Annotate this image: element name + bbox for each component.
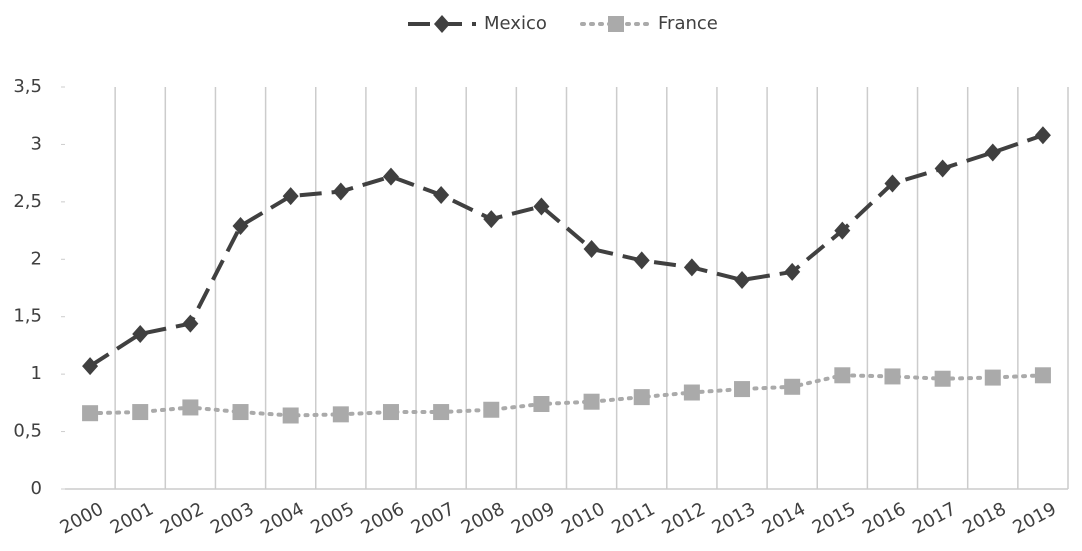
point bbox=[433, 185, 450, 204]
point bbox=[182, 399, 199, 416]
x-tick-label: 2001 bbox=[107, 499, 157, 539]
point bbox=[132, 404, 149, 421]
x-tick-label: 2003 bbox=[207, 499, 257, 539]
point bbox=[834, 367, 851, 384]
x-tick-label: 2018 bbox=[959, 499, 1009, 539]
point bbox=[683, 258, 700, 277]
point bbox=[633, 389, 650, 406]
point bbox=[633, 251, 650, 270]
x-tick-label: 2016 bbox=[859, 499, 909, 539]
legend-marker bbox=[434, 15, 450, 33]
y-tick-label: 3,5 bbox=[13, 76, 42, 97]
point bbox=[382, 404, 399, 421]
point bbox=[1034, 126, 1051, 145]
x-tick-label: 2013 bbox=[709, 499, 759, 539]
y-tick-label: 0,5 bbox=[13, 421, 42, 442]
y-tick-label: 3 bbox=[31, 133, 42, 154]
point bbox=[533, 396, 550, 413]
legend-label: Mexico bbox=[484, 13, 547, 34]
x-tick-label: 2007 bbox=[408, 499, 458, 539]
y-tick-label: 2,5 bbox=[13, 191, 42, 212]
point bbox=[82, 357, 99, 376]
x-tick-label: 2004 bbox=[257, 499, 307, 539]
point bbox=[232, 404, 249, 421]
legend-marker bbox=[608, 16, 624, 32]
point bbox=[734, 381, 751, 398]
series-line bbox=[88, 373, 1045, 418]
y-tick-label: 1 bbox=[31, 363, 42, 384]
point bbox=[834, 221, 851, 240]
point bbox=[784, 378, 801, 395]
point bbox=[984, 143, 1001, 162]
point bbox=[934, 370, 951, 387]
x-tick-label: 2006 bbox=[358, 499, 408, 539]
point bbox=[433, 404, 450, 421]
y-tick-label: 2 bbox=[31, 248, 42, 269]
point bbox=[332, 406, 349, 423]
y-tick-label: 1,5 bbox=[13, 306, 42, 327]
x-tick-label: 2012 bbox=[658, 499, 708, 539]
point bbox=[232, 216, 249, 235]
x-tick-label: 2019 bbox=[1010, 499, 1060, 539]
point bbox=[683, 384, 700, 401]
point bbox=[382, 167, 399, 186]
point bbox=[182, 314, 199, 333]
point bbox=[984, 369, 1001, 386]
point bbox=[483, 401, 500, 418]
point bbox=[282, 187, 299, 206]
point bbox=[934, 159, 951, 178]
x-tick-label: 2014 bbox=[759, 499, 809, 539]
legend-label: France bbox=[658, 13, 718, 34]
x-tick-label: 2005 bbox=[307, 499, 357, 539]
x-tick-label: 2015 bbox=[809, 499, 859, 539]
point bbox=[1034, 367, 1051, 384]
point bbox=[884, 174, 901, 193]
point bbox=[282, 407, 299, 424]
x-tick-label: 2017 bbox=[909, 499, 959, 539]
y-tick-label: 0 bbox=[31, 478, 42, 499]
x-tick-label: 2011 bbox=[608, 499, 658, 539]
point bbox=[533, 197, 550, 216]
x-tick-label: 2010 bbox=[558, 499, 608, 539]
point bbox=[483, 210, 500, 229]
point bbox=[332, 182, 349, 201]
point bbox=[583, 239, 600, 258]
point bbox=[82, 405, 99, 422]
point bbox=[884, 368, 901, 385]
series-line bbox=[88, 133, 1044, 368]
point bbox=[734, 270, 751, 289]
x-tick-label: 2002 bbox=[157, 499, 207, 539]
x-tick-label: 2009 bbox=[508, 499, 558, 539]
x-tick-label: 2008 bbox=[458, 499, 508, 539]
point bbox=[583, 393, 600, 410]
point bbox=[784, 262, 801, 281]
point bbox=[132, 324, 149, 343]
x-tick-label: 2000 bbox=[57, 499, 107, 539]
